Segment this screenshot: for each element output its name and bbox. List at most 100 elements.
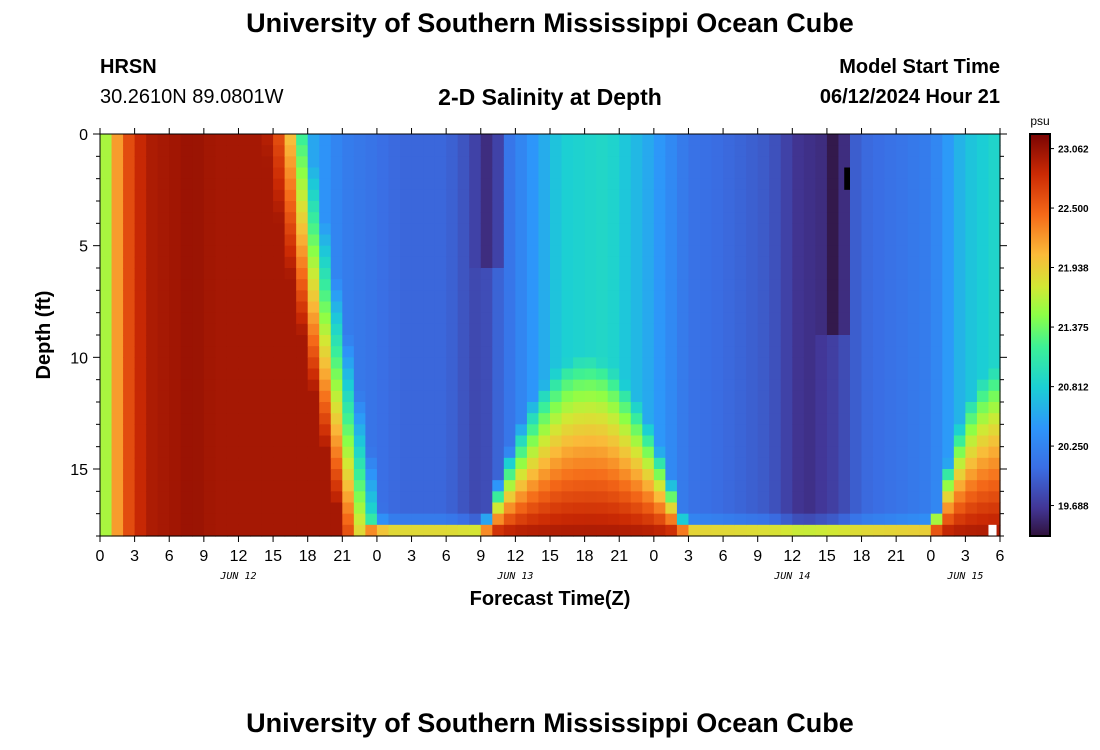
heatmap-cell <box>907 469 920 481</box>
heatmap-cell <box>134 524 147 537</box>
heatmap-cell <box>388 312 401 325</box>
heatmap-cell <box>319 245 332 258</box>
heatmap-cell <box>411 301 424 314</box>
heatmap-cell <box>134 368 147 381</box>
heatmap-cell <box>215 167 228 180</box>
heatmap-cell <box>850 223 863 236</box>
heatmap-cell <box>976 513 990 526</box>
heatmap-cell <box>838 346 851 358</box>
heatmap-cell <box>723 301 736 314</box>
heatmap-cell <box>976 502 990 515</box>
heatmap-cell <box>238 402 251 414</box>
heatmap-cell <box>826 457 840 470</box>
heatmap-cell <box>492 513 505 526</box>
heatmap-cell <box>169 480 182 492</box>
heatmap-cell <box>446 268 459 280</box>
heatmap-cell <box>146 424 159 437</box>
heatmap-cell <box>884 524 897 537</box>
heatmap-cell <box>896 189 909 202</box>
heatmap-cell <box>838 268 851 280</box>
heatmap-cell <box>942 480 955 492</box>
heatmap-cell <box>284 390 297 403</box>
heatmap-cell <box>342 368 355 381</box>
heatmap-cell <box>526 469 540 481</box>
heatmap-cell <box>296 368 309 381</box>
heatmap-cell <box>100 223 113 236</box>
heatmap-cell <box>273 212 286 224</box>
heatmap-cell <box>319 413 332 425</box>
heatmap-cell <box>550 234 563 247</box>
heatmap-cell <box>919 201 932 213</box>
heatmap-cell <box>457 189 470 202</box>
heatmap-cell <box>780 424 793 437</box>
heatmap-cell <box>273 201 286 213</box>
heatmap-cell <box>134 189 147 202</box>
heatmap-cell <box>665 256 678 269</box>
x-tick-label: 21 <box>610 548 628 565</box>
heatmap-cell <box>203 402 216 414</box>
heatmap-cell <box>538 368 551 381</box>
heatmap-cell <box>342 379 355 392</box>
heatmap-cell <box>469 223 482 236</box>
heatmap-cell <box>953 189 966 202</box>
heatmap-cell <box>503 368 516 381</box>
heatmap-cell <box>988 424 1001 437</box>
heatmap-cell <box>561 134 574 146</box>
heatmap-cell <box>803 379 816 392</box>
heatmap-cell <box>642 234 655 247</box>
heatmap-cell <box>503 301 516 314</box>
heatmap-cell <box>630 268 643 280</box>
heatmap-cell <box>330 446 343 459</box>
heatmap-cell <box>780 446 793 459</box>
heatmap-cell <box>238 245 251 258</box>
heatmap-cell <box>757 402 770 414</box>
heatmap-cell <box>653 290 666 303</box>
heatmap-cell <box>123 335 136 347</box>
heatmap-cell <box>919 413 932 425</box>
heatmap-cell <box>469 346 482 358</box>
heatmap-cell <box>169 223 182 236</box>
heatmap-cell <box>850 234 863 247</box>
heatmap-cell <box>330 234 343 247</box>
heatmap-cell <box>307 502 320 515</box>
heatmap-cell <box>146 491 159 504</box>
heatmap-cell <box>273 256 286 269</box>
heatmap-cell <box>919 491 932 504</box>
heatmap-cell <box>376 156 390 169</box>
heatmap-cell <box>561 290 574 303</box>
heatmap-cell <box>642 189 655 202</box>
heatmap-cell <box>561 189 574 202</box>
heatmap-cell <box>573 312 586 325</box>
heatmap-cell <box>619 212 632 224</box>
heatmap-cell <box>700 413 713 425</box>
heatmap-cell <box>596 156 609 169</box>
heatmap-cell <box>296 156 309 169</box>
heatmap-cell <box>953 223 966 236</box>
heatmap-cell <box>296 201 309 213</box>
heatmap-cell <box>469 212 482 224</box>
heatmap-cell <box>573 268 586 280</box>
heatmap-cell <box>180 502 193 515</box>
heatmap-cell <box>169 335 182 347</box>
heatmap-cell <box>238 134 251 146</box>
heatmap-cell <box>469 469 482 481</box>
heatmap-cell <box>146 312 159 325</box>
heatmap-cell <box>284 167 297 180</box>
heatmap-cell <box>930 234 943 247</box>
heatmap-cell <box>423 480 436 492</box>
heatmap-cell <box>238 279 251 291</box>
heatmap-cell <box>550 279 563 291</box>
heatmap-cell <box>688 480 701 492</box>
colorbar-tick-label: 19.688 <box>1058 502 1089 513</box>
heatmap-cell <box>688 256 701 269</box>
heatmap-cell <box>896 234 909 247</box>
heatmap-cell <box>734 524 747 537</box>
heatmap-cell <box>965 513 978 526</box>
heatmap-cell <box>596 312 609 325</box>
heatmap-cell <box>711 469 724 481</box>
heatmap-cell <box>976 234 990 247</box>
heatmap-cell <box>850 189 863 202</box>
heatmap-cell <box>376 223 390 236</box>
heatmap-cell <box>607 256 620 269</box>
heatmap-cell <box>526 323 540 336</box>
